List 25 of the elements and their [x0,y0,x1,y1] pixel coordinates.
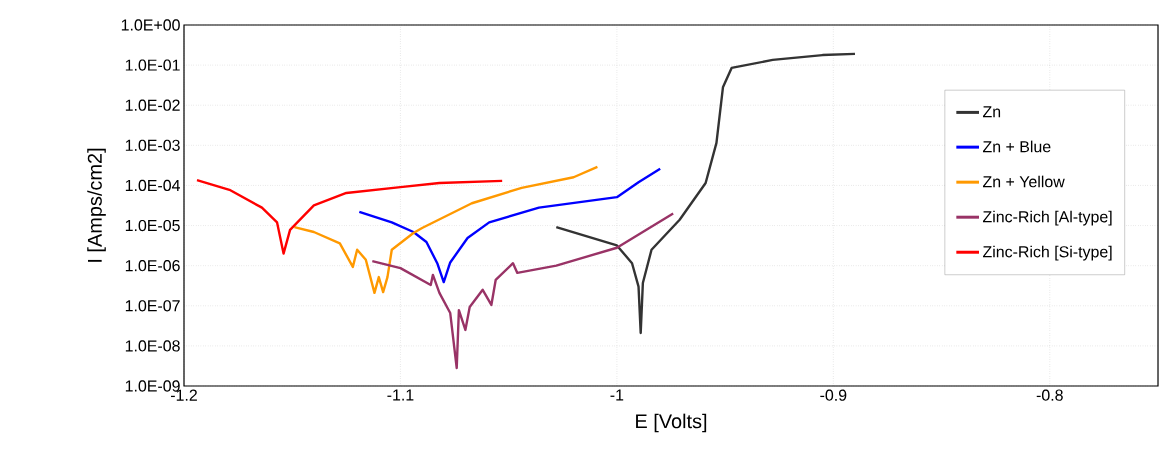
legend-label: Zinc-Rich [Al-type] [982,210,1112,226]
line-series [195,179,504,255]
y-tick-label: 1.0E-01 [125,59,180,71]
line-series [293,165,599,295]
y-tick-label: 1.0E-08 [125,340,180,352]
legend-label: Zn [982,106,1001,118]
y-axis-title: I [Amps/cm2] [87,148,106,262]
x-tick-label: -0.9 [820,389,847,401]
y-tick-label: 1.0E+00 [121,19,180,31]
x-tick-label: -0.8 [1036,389,1063,401]
y-tick-label: 1.0E-06 [125,260,180,272]
y-tick-label: 1.0E-05 [125,219,180,232]
line-series [371,212,675,370]
x-tick-label: -1.1 [387,389,414,401]
y-tick-label: 1.0E-02 [125,99,180,111]
line-series [555,52,857,335]
y-tick-label: 1.0E-07 [125,300,180,312]
y-tick-label: 1.0E-03 [125,139,180,151]
legend-label: Zn + Blue [982,140,1051,153]
line-series [358,167,662,284]
y-tick-label: 1.0E-04 [125,179,180,192]
x-tick-label: -1 [610,389,624,401]
legend-label: Zn + Yellow [982,175,1065,188]
legend-label: Zinc-Rich [Si-type] [982,245,1112,261]
x-axis-title: E [Volts] [636,413,707,433]
